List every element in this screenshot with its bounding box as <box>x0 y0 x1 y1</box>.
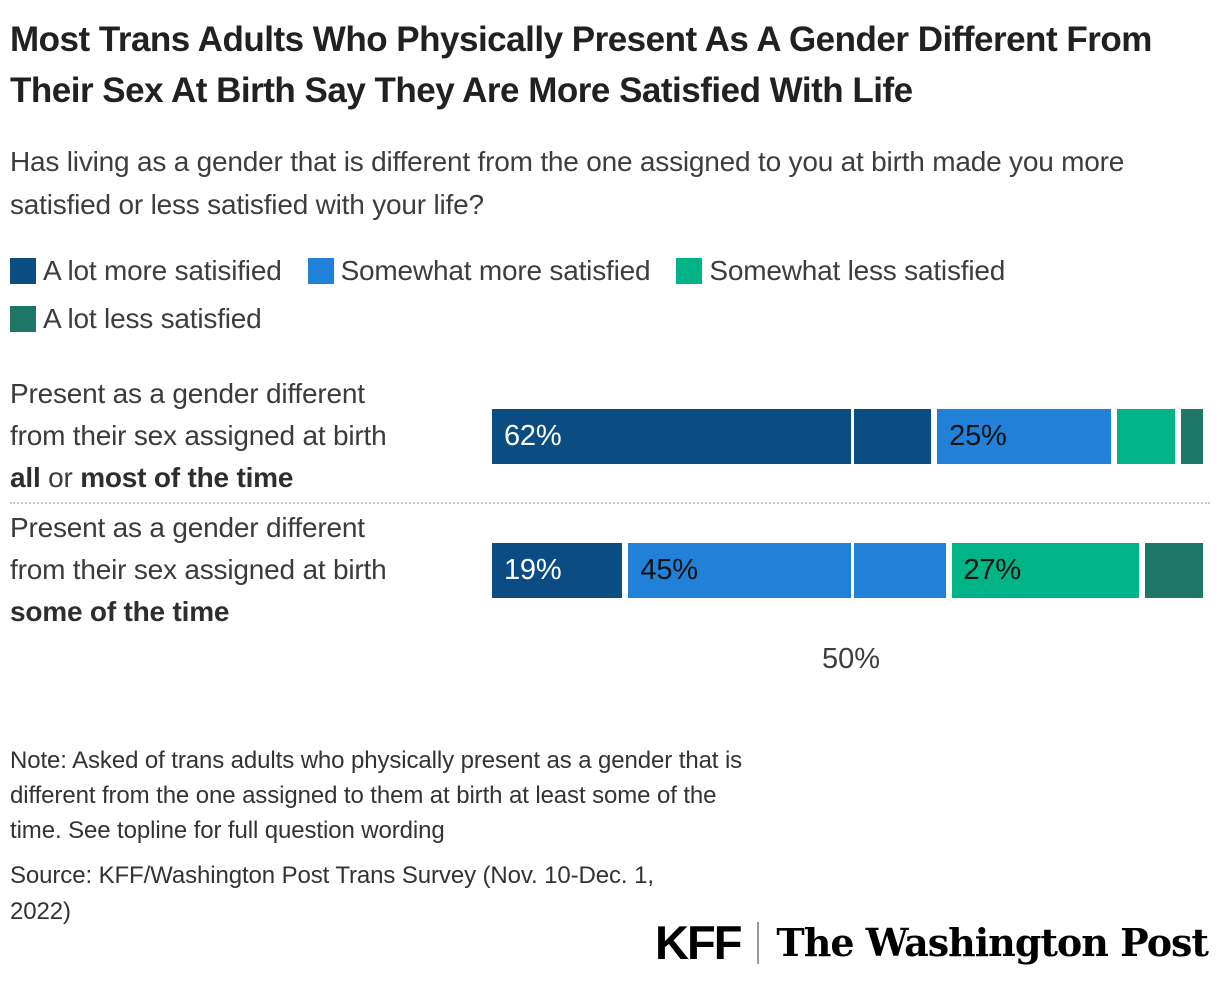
legend-item: A lot less satisfied <box>10 303 262 335</box>
logo-divider <box>757 921 760 964</box>
bar-segment: 25% <box>937 408 1117 464</box>
bar-value-label: 25% <box>949 419 1007 452</box>
bar-value-label: 45% <box>640 553 698 586</box>
x-axis: 50% <box>10 643 1210 685</box>
axis-track: 50% <box>492 643 1210 685</box>
chart-subtitle: Has living as a gender that is different… <box>10 145 1125 220</box>
washington-post-logo: The Washington Post <box>776 919 1209 965</box>
bar-value-label: 62% <box>504 419 562 452</box>
legend-swatch <box>10 305 36 332</box>
bar-segment: 45% <box>628 542 952 598</box>
gridline-50-percent <box>851 408 854 464</box>
chart-row-some-of-the-time: Present as a gender different from their … <box>10 504 1210 637</box>
bar-value-label: 27% <box>963 553 1022 586</box>
legend-swatch <box>307 257 334 284</box>
bar-segment: 27% <box>951 542 1146 598</box>
kff-logo: KFF <box>655 916 742 969</box>
bar-segment: 62% <box>492 408 938 464</box>
axis-tick-label-50: 50% <box>821 642 881 675</box>
bar-track: 19% 45% 27% <box>492 542 1210 598</box>
legend-item: Somewhat less satisfied <box>676 255 1005 287</box>
legend-item: Somewhat more satisfied <box>307 254 651 287</box>
bar-segment: 19% <box>492 542 629 598</box>
row-label: Present as a gender different from their … <box>10 378 387 494</box>
legend-item: A lot more satisified <box>10 255 282 287</box>
row-label: Present as a gender different from their … <box>10 512 387 628</box>
legend-label: A lot more satisified <box>43 254 282 286</box>
source-line: Source: KFF/Washington Post Trans Survey… <box>10 862 654 925</box>
legend-swatch <box>10 257 36 284</box>
stacked-bar-chart: Present as a gender different from their … <box>10 371 1210 685</box>
bar-segment <box>1116 408 1182 464</box>
footnote: Note: Asked of trans adults who physical… <box>10 746 743 845</box>
legend-swatch <box>676 257 703 284</box>
bar-value-label: 19% <box>504 553 562 586</box>
legend-label: A lot less satisfied <box>43 302 262 334</box>
bar-segment <box>1145 542 1203 598</box>
legend: A lot more satisified Somewhat more satis… <box>10 255 1210 335</box>
chart-title: Most Trans Adults Who Physically Present… <box>10 20 1152 111</box>
legend-label: Somewhat less satisfied <box>709 254 1006 286</box>
legend-label: Somewhat more satisfied <box>340 254 651 286</box>
publisher-logos: KFF The Washington Post <box>655 916 1209 969</box>
chart-row-all-or-most: Present as a gender different from their … <box>10 371 1210 504</box>
bar-track: 62% 25% <box>492 408 1210 464</box>
bar-segment <box>1181 408 1203 464</box>
gridline-50-percent <box>851 542 854 598</box>
axis-spacer <box>10 643 492 685</box>
